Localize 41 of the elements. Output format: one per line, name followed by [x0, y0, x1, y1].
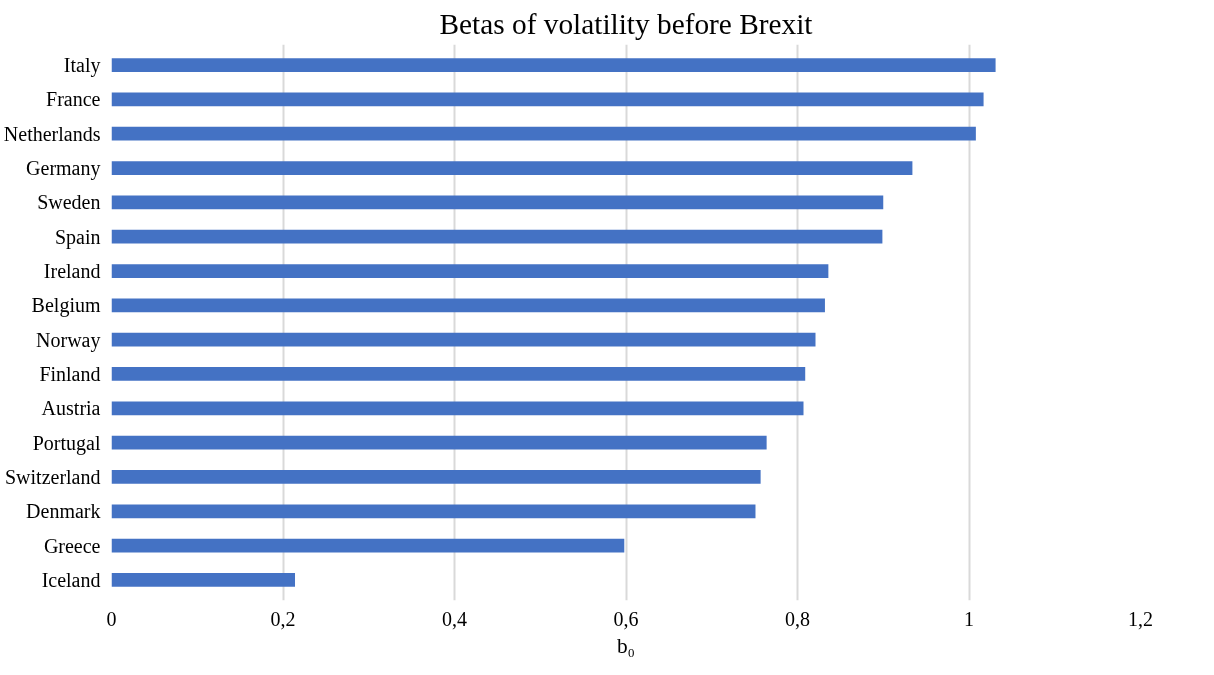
- x-tick-label: 1,2: [1128, 607, 1153, 630]
- y-tick-label: Iceland: [41, 568, 101, 591]
- bar: [111, 298, 825, 313]
- bar: [111, 264, 829, 278]
- x-tick-label: 0,6: [613, 607, 639, 630]
- bar: [111, 332, 816, 347]
- y-tick-label: Ireland: [43, 260, 101, 283]
- y-tick-label: Sweden: [37, 191, 101, 214]
- bar: [111, 195, 884, 210]
- bar: [111, 401, 804, 416]
- y-tick-label: Denmark: [26, 500, 101, 523]
- bar: [111, 470, 761, 484]
- bar: [111, 126, 976, 141]
- x-axis-title: b₀: [616, 633, 636, 658]
- bar: [111, 229, 883, 244]
- y-tick-label: Portugal: [32, 431, 101, 455]
- bar: [111, 161, 913, 175]
- bar: [111, 58, 996, 72]
- bar: [111, 367, 806, 381]
- y-tick-label: Austria: [41, 397, 101, 420]
- y-tick-label: Netherlands: [3, 122, 101, 145]
- bar: [111, 504, 756, 519]
- y-tick-label: Finland: [39, 362, 101, 385]
- bar: [111, 435, 767, 450]
- bar: [111, 92, 984, 107]
- y-tick-label: Germany: [26, 157, 101, 181]
- y-tick-label: Switzerland: [4, 465, 101, 488]
- bar: [111, 573, 296, 587]
- chart-title: Betas of volatility before Brexit: [439, 7, 813, 40]
- y-tick-label: Spain: [54, 225, 101, 249]
- y-tick-label: Italy: [63, 54, 101, 78]
- y-tick-label: Greece: [43, 534, 101, 557]
- x-tick-label: 0,8: [785, 607, 810, 630]
- y-tick-label: France: [46, 88, 101, 111]
- x-tick-label: 0,4: [442, 607, 467, 630]
- y-tick-label: Norway: [36, 328, 101, 352]
- y-tick-label: Belgium: [31, 294, 101, 318]
- x-tick-label: 1: [964, 607, 974, 630]
- x-tick-label: 0,2: [270, 607, 296, 630]
- bar: [111, 538, 625, 553]
- x-tick-label: 0: [106, 607, 117, 630]
